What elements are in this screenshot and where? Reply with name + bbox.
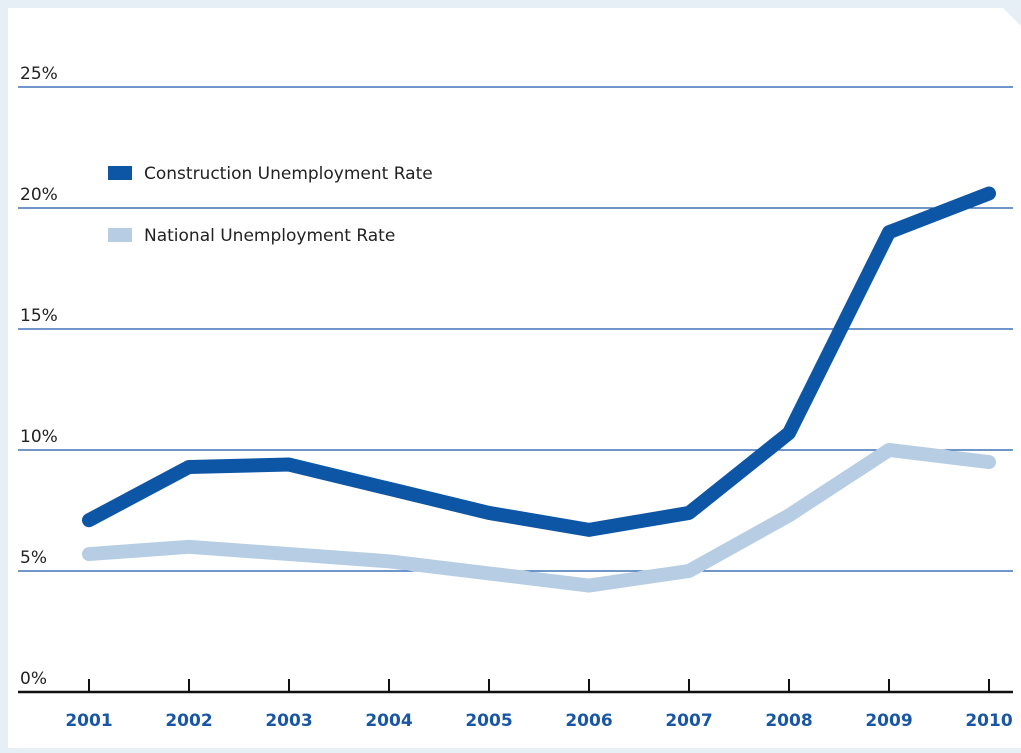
y-tick-label: 0% xyxy=(20,669,47,689)
series-lines xyxy=(82,186,996,593)
x-tick-label: 2005 xyxy=(465,711,512,731)
gridlines xyxy=(18,86,1013,572)
x-tick-label: 2003 xyxy=(265,711,312,731)
y-tick-label: 25% xyxy=(20,64,58,84)
legend-swatch-national xyxy=(108,228,132,242)
corner-fold-decoration xyxy=(1003,8,1021,26)
x-tick-label: 2001 xyxy=(65,711,112,731)
y-tick-label: 20% xyxy=(20,185,58,205)
legend-label-construction: Construction Unemployment Rate xyxy=(144,164,433,184)
y-tick-label: 5% xyxy=(20,548,47,568)
x-tick-label: 2009 xyxy=(865,711,912,731)
y-tick-label: 10% xyxy=(20,427,58,447)
x-tick-label: 2002 xyxy=(165,711,212,731)
chart-frame xyxy=(8,8,1021,748)
series-line-construction xyxy=(82,186,996,537)
legend: Construction Unemployment Rate National … xyxy=(108,164,433,246)
x-tick-label: 2008 xyxy=(765,711,812,731)
x-tick-label: 2007 xyxy=(665,711,712,731)
series-line-national xyxy=(82,443,996,593)
x-axis xyxy=(18,679,1013,694)
x-axis-tick-labels: 2001 2002 2003 2004 2005 2006 2007 2008 2009 2010 xyxy=(65,711,1012,731)
legend-swatch-construction xyxy=(108,166,132,180)
y-axis-tick-labels: 0% 5% 10% 15% 20% 25% xyxy=(20,64,58,689)
y-tick-label: 15% xyxy=(20,306,58,326)
x-tick-label: 2004 xyxy=(365,711,412,731)
legend-label-national: National Unemployment Rate xyxy=(144,226,395,246)
x-tick-label: 2006 xyxy=(565,711,612,731)
x-tick-label: 2010 xyxy=(965,711,1012,731)
